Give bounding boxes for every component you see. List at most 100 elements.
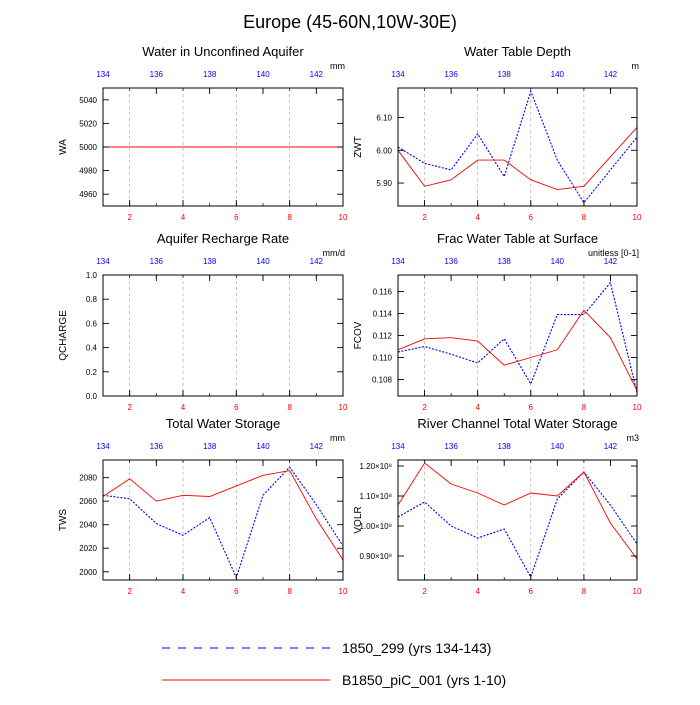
x-top-tick-label: 138 bbox=[203, 257, 217, 266]
y-tick-label: 2020 bbox=[79, 544, 97, 553]
panel-3: Aquifer Recharge Rate mm/d 2 4 6 8 10 134 136 138… bbox=[58, 231, 348, 412]
panel-title: Frac Water Table at Surface bbox=[437, 231, 598, 246]
x-tick-label: 2 bbox=[422, 213, 427, 222]
series-line-b1850 bbox=[397, 126, 638, 191]
y-tick-label: 0.90×10⁸ bbox=[359, 552, 392, 561]
x-tick-label: 6 bbox=[234, 403, 239, 412]
x-top-tick-label: 134 bbox=[391, 70, 405, 79]
panel-4: Frac Water Table at Surface unitless [0-1… bbox=[353, 231, 642, 412]
y-tick-label: 4960 bbox=[79, 190, 97, 199]
plot-frame bbox=[102, 274, 344, 397]
y-axis-title: VOLR bbox=[353, 506, 364, 533]
x-top-tick-label: 142 bbox=[310, 70, 324, 79]
x-top-tick-label: 136 bbox=[444, 442, 458, 451]
y-tick-label: 0.6 bbox=[86, 319, 98, 328]
legend: 1850_299 (yrs 134-143) B1850_piC_001 (yr… bbox=[162, 640, 506, 688]
x-top-tick-label: 138 bbox=[203, 70, 217, 79]
x-tick-label: 6 bbox=[529, 213, 534, 222]
y-tick-label: 4980 bbox=[79, 167, 97, 176]
y-tick-label: 0.114 bbox=[373, 310, 393, 319]
units-label: m bbox=[632, 61, 640, 71]
y-tick-label: 5020 bbox=[79, 119, 97, 128]
x-tick-label: 8 bbox=[287, 587, 292, 596]
y-tick-label: 1.00×10⁸ bbox=[359, 522, 392, 531]
units-label: m3 bbox=[626, 433, 639, 443]
units-label: mm bbox=[330, 433, 345, 443]
x-top-tick-label: 140 bbox=[256, 442, 270, 451]
x-top-tick-label: 140 bbox=[551, 70, 565, 79]
x-tick-label: 4 bbox=[475, 403, 480, 412]
x-tick-label: 2 bbox=[127, 213, 132, 222]
x-top-tick-label: 134 bbox=[391, 442, 405, 451]
y-tick-label: 0.8 bbox=[86, 295, 98, 304]
x-tick-label: 8 bbox=[582, 213, 587, 222]
x-tick-label: 4 bbox=[181, 403, 186, 412]
y-tick-label: 5.90 bbox=[376, 179, 392, 188]
x-tick-label: 4 bbox=[475, 213, 480, 222]
y-tick-label: 0.4 bbox=[86, 344, 98, 353]
panel-6: River Channel Total Water Storage m3 2 4 6 8 1… bbox=[353, 416, 642, 596]
x-top-tick-label: 136 bbox=[444, 257, 458, 266]
series-line-b1850 bbox=[397, 462, 638, 560]
x-tick-label: 8 bbox=[582, 403, 587, 412]
panel-1: Water in Unconfined Aquifer mm 2 4 6 8 10 134 13… bbox=[58, 44, 348, 222]
panel-title: Aquifer Recharge Rate bbox=[157, 231, 289, 246]
series-line-1850 bbox=[397, 471, 638, 579]
plot-frame bbox=[397, 459, 638, 581]
y-tick-label: 6.00 bbox=[376, 146, 392, 155]
x-tick-label: 10 bbox=[633, 403, 642, 412]
y-tick-label: 2000 bbox=[79, 568, 97, 577]
x-tick-label: 10 bbox=[339, 587, 348, 596]
panel-2: Water Table Depth m 2 4 6 8 10 134 136 138 140 142 5… bbox=[353, 44, 642, 222]
units-label: mm bbox=[330, 61, 345, 71]
legend-label-1850: 1850_299 (yrs 134-143) bbox=[342, 640, 491, 656]
plot-frame bbox=[102, 459, 344, 581]
y-tick-label: 5000 bbox=[79, 143, 97, 152]
x-top-tick-label: 134 bbox=[96, 442, 110, 451]
series-line-1850 bbox=[397, 281, 638, 393]
y-tick-label: 1.10×10⁸ bbox=[359, 492, 392, 501]
x-top-tick-label: 136 bbox=[444, 70, 458, 79]
x-top-tick-label: 142 bbox=[604, 442, 618, 451]
panel-title: Water in Unconfined Aquifer bbox=[142, 44, 304, 59]
x-tick-label: 6 bbox=[529, 403, 534, 412]
y-tick-label: 0.110 bbox=[373, 354, 393, 363]
x-tick-label: 2 bbox=[127, 403, 132, 412]
series-line-b1850 bbox=[397, 309, 638, 391]
y-tick-label: 0.108 bbox=[372, 376, 393, 385]
x-top-tick-label: 136 bbox=[150, 257, 164, 266]
y-tick-label: 0.2 bbox=[86, 368, 98, 377]
x-top-tick-label: 138 bbox=[203, 442, 217, 451]
series-line-b1850 bbox=[102, 470, 344, 561]
x-tick-label: 6 bbox=[234, 213, 239, 222]
x-top-tick-label: 136 bbox=[150, 442, 164, 451]
x-tick-label: 2 bbox=[422, 403, 427, 412]
x-top-tick-label: 134 bbox=[96, 257, 110, 266]
x-top-tick-label: 140 bbox=[256, 257, 270, 266]
x-tick-label: 10 bbox=[633, 213, 642, 222]
x-tick-label: 6 bbox=[234, 587, 239, 596]
plot-frame bbox=[397, 87, 638, 207]
y-tick-label: 6.10 bbox=[376, 114, 392, 123]
y-tick-label: 0.112 bbox=[373, 332, 393, 341]
series-line-1850 bbox=[102, 466, 344, 580]
x-top-tick-label: 138 bbox=[498, 442, 512, 451]
y-tick-label: 0.116 bbox=[373, 288, 393, 297]
x-top-tick-label: 142 bbox=[604, 257, 618, 266]
x-top-tick-label: 138 bbox=[498, 70, 512, 79]
x-tick-label: 2 bbox=[127, 587, 132, 596]
y-axis-title: ZWT bbox=[353, 136, 364, 158]
figure-title: Europe (45-60N,10W-30E) bbox=[243, 12, 457, 32]
x-top-tick-label: 136 bbox=[150, 70, 164, 79]
y-tick-label: 0.0 bbox=[86, 392, 98, 401]
y-tick-label: 1.0 bbox=[86, 271, 98, 280]
y-axis-title: TWS bbox=[58, 509, 69, 532]
y-tick-label: 1.20×10⁸ bbox=[359, 462, 392, 471]
x-tick-label: 2 bbox=[422, 587, 427, 596]
x-tick-label: 10 bbox=[339, 403, 348, 412]
x-top-tick-label: 138 bbox=[498, 257, 512, 266]
units-label: mm/d bbox=[323, 248, 346, 258]
x-tick-label: 8 bbox=[582, 587, 587, 596]
